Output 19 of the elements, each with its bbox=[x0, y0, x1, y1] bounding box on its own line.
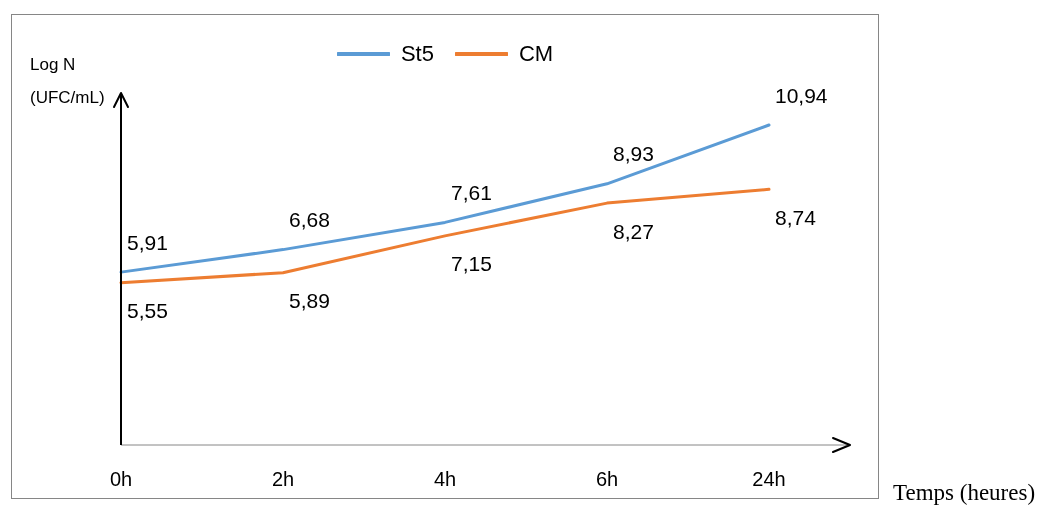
legend-label: St5 bbox=[400, 41, 434, 67]
data-label: 7,15 bbox=[451, 252, 492, 276]
data-label: 10,94 bbox=[775, 83, 828, 107]
data-label: 8,74 bbox=[775, 205, 817, 229]
data-label: 5,55 bbox=[127, 299, 168, 323]
data-label: 6,68 bbox=[289, 208, 330, 232]
y-axis-title: Log N (UFC/mL) bbox=[30, 54, 106, 109]
x-axis-title: Temps (heures) bbox=[893, 480, 1036, 506]
data-label: 8,27 bbox=[613, 219, 654, 243]
x-tick-label: 2h bbox=[271, 468, 295, 491]
data-label: 5,89 bbox=[289, 289, 330, 313]
x-tick-label: 6h bbox=[595, 468, 619, 491]
x-tick-label: 4h bbox=[433, 468, 457, 491]
x-tick-label: 0h bbox=[109, 468, 133, 491]
x-tick-label: 24h bbox=[752, 468, 786, 491]
data-label: 7,61 bbox=[451, 180, 492, 204]
data-label: 8,93 bbox=[613, 142, 654, 166]
legend-label: CM bbox=[518, 41, 554, 67]
data-label: 5,91 bbox=[127, 230, 168, 254]
